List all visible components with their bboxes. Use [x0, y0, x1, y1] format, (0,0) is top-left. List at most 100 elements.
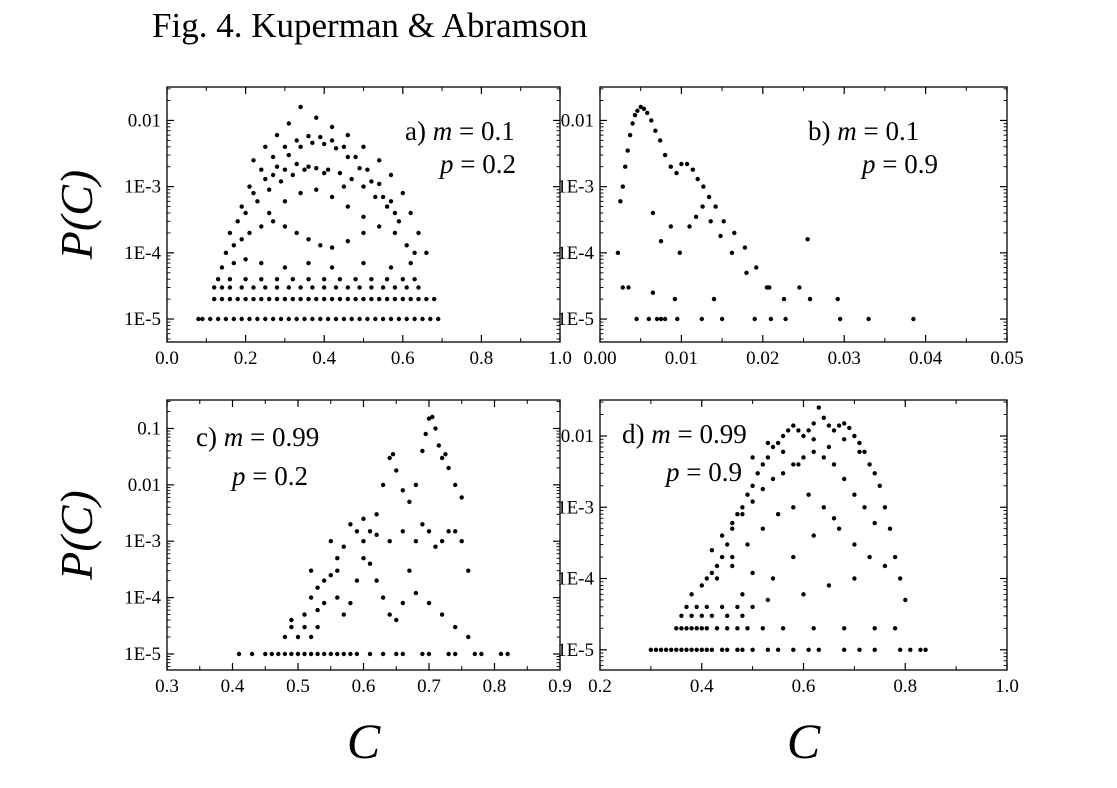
- data-point: [282, 634, 288, 640]
- data-point: [831, 428, 837, 433]
- data-point: [416, 296, 421, 302]
- data-point: [400, 488, 405, 493]
- data-point: [290, 277, 295, 282]
- panel-a: 0.0 0.2 0.4 0.6 0.8 1.0 1E-5 1E-4 1E-3 0.01 a) m =…: [51, 86, 572, 369]
- data-point: [267, 187, 272, 192]
- data-point: [796, 428, 801, 433]
- panel-annotation-line1: c) m = 0.99: [196, 422, 319, 452]
- data-point: [212, 296, 217, 302]
- data-point: [377, 181, 382, 187]
- data-point: [770, 444, 776, 450]
- data-point: [835, 296, 840, 302]
- data-point: [388, 172, 394, 178]
- data-point: [400, 529, 405, 534]
- data-point: [689, 626, 694, 631]
- data-point: [836, 526, 842, 531]
- data-point: [852, 542, 857, 547]
- data-point: [259, 277, 264, 282]
- y-tick-label: 1E-3: [557, 177, 594, 198]
- data-point: [695, 176, 700, 182]
- data-point: [791, 505, 796, 510]
- data-point: [424, 296, 429, 302]
- data-point: [765, 647, 771, 652]
- data-point: [377, 224, 382, 229]
- data-point: [662, 316, 668, 322]
- data-point: [302, 651, 307, 657]
- data-point: [677, 250, 682, 255]
- param-name-p: p: [230, 461, 246, 491]
- data-point: [770, 576, 776, 581]
- data-point: [388, 316, 394, 322]
- data-point: [329, 265, 335, 270]
- data-point: [251, 296, 256, 302]
- data-point: [627, 132, 633, 138]
- data-point: [459, 495, 464, 500]
- data-point: [306, 277, 311, 282]
- data-point: [345, 285, 350, 290]
- data-point: [430, 414, 435, 420]
- data-point: [387, 612, 392, 617]
- data-point: [466, 634, 471, 640]
- data-point: [341, 544, 346, 549]
- data-point: [791, 462, 796, 467]
- data-point: [903, 597, 908, 603]
- param-name-m: m: [837, 116, 857, 146]
- data-point: [735, 604, 740, 610]
- data-point: [243, 277, 248, 282]
- data-point: [412, 277, 417, 282]
- data-point: [699, 613, 704, 618]
- data-point: [223, 250, 229, 255]
- x-tick-label: 0.00: [583, 348, 616, 369]
- data-point: [373, 316, 378, 322]
- data-point: [294, 316, 299, 322]
- data-point: [413, 482, 419, 488]
- data-point: [396, 316, 402, 322]
- panel-label: b): [808, 116, 837, 146]
- data-point: [377, 296, 382, 302]
- data-point: [341, 184, 347, 189]
- data-point: [270, 316, 276, 322]
- data-point: [831, 462, 837, 467]
- data-point: [282, 224, 288, 229]
- data-point: [333, 316, 339, 322]
- data-point: [413, 590, 419, 596]
- data-point: [290, 296, 295, 302]
- data-point: [263, 176, 268, 182]
- data-point: [730, 526, 735, 531]
- data-point: [625, 148, 630, 153]
- data-point: [791, 423, 796, 428]
- data-point: [231, 243, 236, 248]
- data-point: [282, 167, 288, 172]
- y-tick-label: 0.01: [128, 110, 161, 131]
- data-point: [302, 316, 307, 322]
- data-point: [663, 647, 669, 652]
- data-point: [732, 230, 737, 236]
- data-point: [251, 158, 256, 163]
- data-point: [872, 471, 877, 476]
- data-point: [412, 316, 417, 322]
- data-point: [658, 316, 664, 322]
- data-point: [298, 296, 303, 302]
- data-point: [620, 285, 625, 290]
- panel-annotation-line1: b) m = 0.1: [808, 116, 919, 146]
- data-point: [259, 296, 264, 302]
- data-point: [453, 651, 458, 657]
- data-point: [807, 296, 813, 302]
- data-point: [308, 634, 314, 640]
- data-point: [432, 296, 437, 302]
- data-point: [329, 138, 335, 143]
- data-point: [672, 296, 678, 302]
- data-point: [842, 626, 847, 631]
- panel-annotation-line2: p = 0.2: [230, 461, 308, 491]
- data-point: [322, 578, 327, 583]
- data-point: [704, 604, 709, 610]
- param-value-p: = 0.9: [680, 457, 742, 487]
- data-point: [239, 204, 244, 209]
- data-point: [357, 166, 362, 171]
- data-point: [709, 647, 715, 652]
- data-point: [357, 316, 362, 322]
- data-point: [367, 651, 373, 657]
- data-point: [923, 647, 928, 652]
- data-point: [668, 164, 673, 169]
- data-point: [831, 516, 837, 521]
